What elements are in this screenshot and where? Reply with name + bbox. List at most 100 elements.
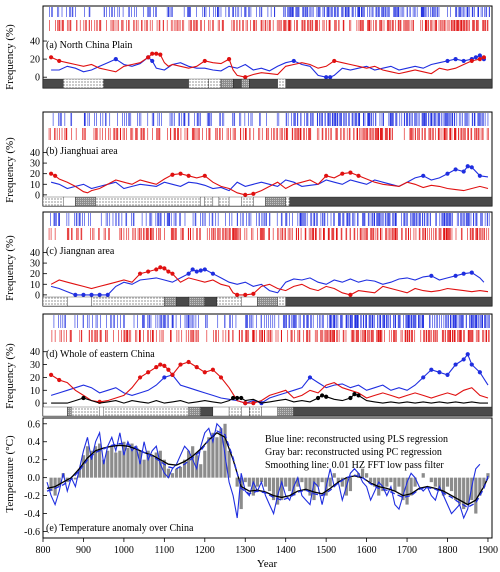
panel-4-point-wet xyxy=(421,375,426,380)
panel-1-ytick-label: 40 xyxy=(30,37,40,48)
temperature-bar xyxy=(393,477,397,492)
panel-1-band-segment xyxy=(188,78,209,89)
temperature-bar xyxy=(146,450,150,478)
panel-4-ytick-label: 40 xyxy=(30,347,40,358)
y-axis-label-panel-3: Frequency (%) xyxy=(4,235,16,301)
panel-4-series-dry-line xyxy=(50,361,489,404)
panel-1-point-wet xyxy=(473,55,478,60)
panel-1-series-dry-line xyxy=(50,53,485,78)
panel-2-band-segment xyxy=(204,196,214,207)
panel-2-band-segment xyxy=(218,196,230,207)
temperature-bar xyxy=(478,477,482,496)
panel-4-point-dry xyxy=(154,365,159,370)
panel-3-band-segment xyxy=(176,296,189,307)
temperature-bar xyxy=(203,450,207,478)
panel-1-band-segment xyxy=(249,78,278,89)
panel-4-point-black xyxy=(239,395,244,401)
temperature-bar xyxy=(259,477,264,483)
panel-3-point-dry xyxy=(166,269,171,274)
temperature-bar xyxy=(437,477,442,492)
panel-1-point-wet xyxy=(113,57,118,62)
panel-3-band-segment xyxy=(164,296,177,307)
x-axis-tick-label: 1600 xyxy=(357,545,377,556)
temperature-bar xyxy=(385,477,389,487)
panel-2-band-segment xyxy=(228,196,242,207)
x-axis-tick-label: 800 xyxy=(36,545,51,556)
x-axis-tick-label: 900 xyxy=(76,545,91,556)
panel-4-band-segment xyxy=(188,406,201,417)
smoothed-line-wet xyxy=(46,430,489,509)
temperature-bar xyxy=(199,464,203,478)
panel-e-ytick-label: 0.6 xyxy=(28,419,41,430)
x-axis-tick-label: 1500 xyxy=(316,545,336,556)
panel-2-point-dry xyxy=(186,173,191,178)
panel-e-ytick-label: 0.2 xyxy=(28,455,41,466)
temperature-bar xyxy=(130,443,134,478)
panel-4-point-dry xyxy=(194,365,199,370)
temperature-bar xyxy=(267,477,272,492)
panel-3-point-wet xyxy=(469,270,474,275)
temperature-bar xyxy=(449,477,454,492)
y-axis-label-panel-2: Frequency (%) xyxy=(4,137,16,203)
panel-4-point-wet xyxy=(453,362,458,367)
temperature-bar xyxy=(89,450,94,478)
panel-2-band-segment xyxy=(212,196,220,207)
panel-1-point-wet xyxy=(328,75,333,80)
panel-1-point-wet xyxy=(453,57,458,62)
panel-4-series-black-line xyxy=(51,393,488,404)
panel-2-band-segment xyxy=(253,196,266,207)
panel-3-point-wet xyxy=(198,268,203,273)
temperature-bar xyxy=(369,477,373,483)
panel-4-band-segment xyxy=(212,406,230,417)
panel-1-band-segment xyxy=(241,78,250,89)
x-axis-tick-label: 1200 xyxy=(195,545,215,556)
temperature-bar xyxy=(77,468,82,478)
panel-3-ytick-label: 10 xyxy=(30,280,40,291)
panel-4-band-segment xyxy=(67,406,72,417)
temperature-bar xyxy=(182,459,187,478)
panel-2-point-dry xyxy=(251,191,256,196)
panel-3-point-wet xyxy=(190,267,195,272)
panel-4-point-wet xyxy=(437,370,442,375)
panel-4-band-segment xyxy=(293,406,493,417)
panel-4-point-dry xyxy=(48,372,54,377)
panel-1-point-dry xyxy=(48,55,54,60)
panel-4-point-dry xyxy=(146,370,151,375)
panel-4-point-dry xyxy=(137,375,143,380)
temperature-bar xyxy=(57,477,61,487)
smoothed-line-black xyxy=(46,432,489,506)
panel-3-point-wet xyxy=(186,271,191,276)
panel-4-band-segment xyxy=(42,406,68,417)
panel-1-point-dry xyxy=(243,75,248,80)
panel-1-point-dry xyxy=(57,58,62,64)
panel-4-point-dry xyxy=(170,372,175,377)
temperature-bar xyxy=(458,477,462,505)
panel-3-point-wet xyxy=(81,292,86,297)
temperature-bar xyxy=(284,477,288,487)
panel-4-band-segment xyxy=(200,406,214,417)
temperature-bar xyxy=(389,477,393,483)
temperature-bar xyxy=(356,473,361,478)
panel-3-point-wet xyxy=(202,267,207,272)
panel-2-band-segment xyxy=(265,196,286,207)
panel-3-point-wet xyxy=(105,292,110,297)
panel-3-point-dry xyxy=(348,292,353,297)
legend-note: Smoothing line: 0.01 HZ FFT low pass fil… xyxy=(265,460,444,471)
panel-1-point-dry xyxy=(150,51,155,56)
temperature-bar xyxy=(126,448,130,478)
temperature-bar xyxy=(429,477,433,483)
x-axis-tick-label: 1900 xyxy=(478,545,498,556)
panel-4-ytick-label: 20 xyxy=(30,373,40,384)
temperature-bar xyxy=(251,477,255,496)
temperature-bar xyxy=(482,477,486,487)
temperature-bar xyxy=(445,477,450,487)
panel-3-point-wet xyxy=(461,271,466,276)
panel-2-point-wet xyxy=(453,167,458,172)
temperature-axis-label: Temperature (°C) xyxy=(4,435,16,513)
temperature-bar xyxy=(227,450,231,478)
panel-2-point-wet xyxy=(421,173,426,178)
temperature-bar xyxy=(255,477,259,487)
panel-1-point-dry xyxy=(146,55,151,60)
